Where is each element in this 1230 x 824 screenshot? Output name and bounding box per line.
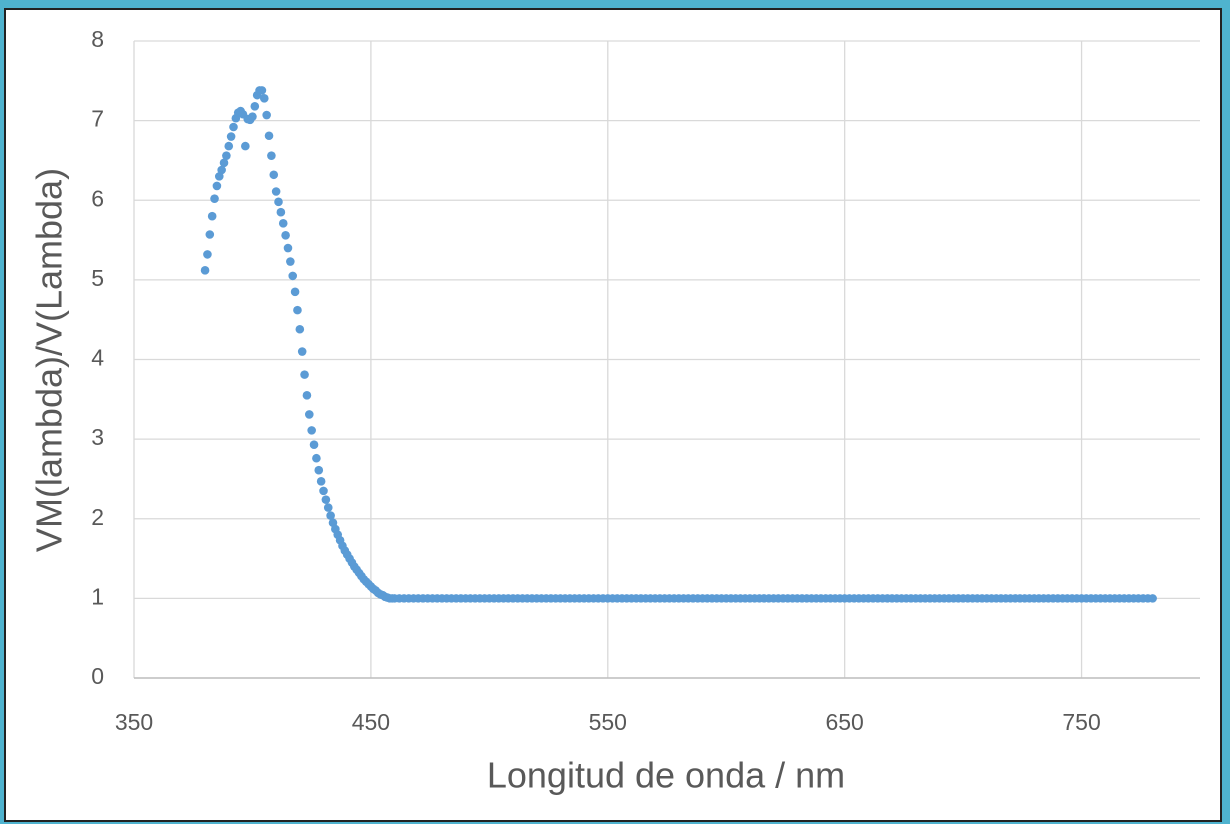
y-tick-label: 2: [91, 504, 104, 530]
frame: [4, 8, 1222, 822]
point: [248, 112, 257, 121]
y-tick-label: 1: [91, 583, 104, 609]
point: [274, 197, 283, 207]
point: [269, 170, 279, 180]
point: [271, 187, 281, 196]
point: [300, 370, 309, 379]
x-tick-label: 750: [1062, 709, 1100, 735]
point: [267, 151, 276, 160]
point: [1148, 594, 1157, 603]
x-tick-label: 650: [825, 709, 863, 735]
y-tick-label: 8: [91, 26, 104, 52]
point: [222, 151, 231, 160]
x-tick-label: 550: [589, 709, 627, 735]
chart: Longitud de onda / nm VM(lambda)/V(Lambd…: [4, 8, 1222, 822]
point: [323, 503, 333, 512]
point: [224, 141, 234, 151]
y-tick-label: 3: [91, 424, 104, 450]
point: [314, 465, 324, 475]
point: [219, 158, 229, 168]
x-tick-label: 350: [115, 709, 153, 735]
point: [229, 122, 238, 132]
point: [309, 440, 319, 449]
point: [257, 86, 267, 95]
point: [203, 250, 212, 259]
y-axis-title: VM(lambda)/V(Lambda): [29, 168, 70, 552]
point: [283, 243, 293, 253]
x-tick-label: 450: [352, 709, 390, 735]
point: [304, 410, 314, 419]
point: [207, 211, 217, 221]
point: [288, 271, 298, 281]
point: [281, 230, 290, 240]
point: [262, 110, 271, 120]
point: [293, 305, 302, 315]
x-axis-title: Longitud de onda / nm: [487, 755, 845, 796]
y-tick-label: 7: [91, 106, 104, 132]
point: [259, 94, 269, 103]
point: [316, 477, 326, 486]
point: [205, 230, 215, 239]
point: [307, 426, 316, 435]
point: [210, 194, 219, 203]
point: [250, 101, 260, 111]
point: [276, 207, 286, 217]
point: [200, 266, 210, 275]
point: [264, 131, 274, 141]
point: [326, 511, 335, 520]
point: [295, 324, 305, 334]
point: [319, 486, 328, 496]
point: [226, 132, 236, 141]
y-tick-label: 4: [91, 345, 104, 371]
y-tick-label: 5: [91, 265, 104, 291]
point: [286, 257, 295, 266]
point: [278, 219, 288, 228]
point: [241, 141, 250, 151]
y-tick-label: 6: [91, 185, 104, 211]
point: [321, 495, 331, 504]
point: [217, 165, 226, 175]
point: [290, 287, 300, 297]
point: [302, 391, 312, 400]
point: [212, 181, 222, 191]
point: [297, 347, 307, 356]
point: [312, 453, 321, 463]
y-tick-label: 0: [91, 663, 104, 689]
